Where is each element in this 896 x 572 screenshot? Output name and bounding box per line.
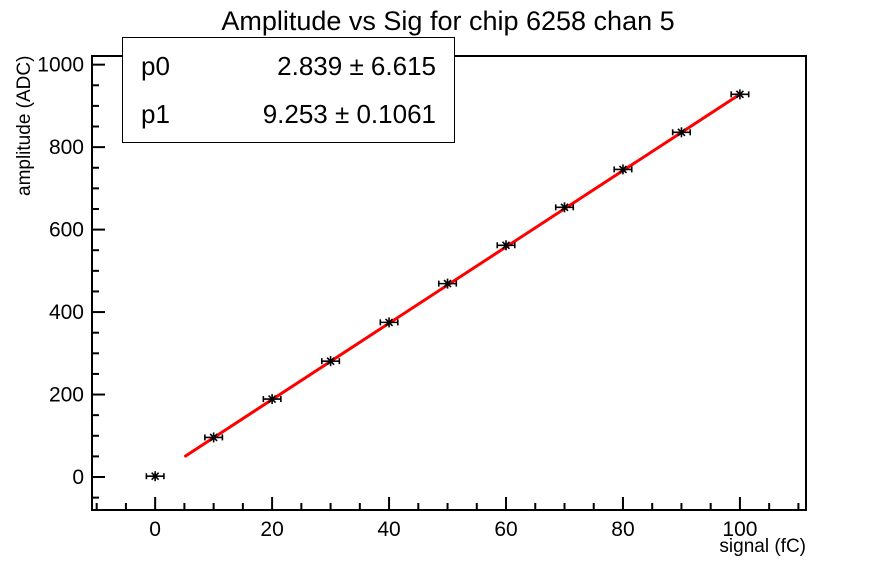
- fit-stats-box: p0 2.839 ± 6.615 p1 9.253 ± 0.1061: [122, 37, 455, 143]
- x-tick-label: 80: [611, 518, 634, 541]
- y-tick-labels: 0 200 400 600 800 1000: [37, 54, 84, 489]
- fit-line: [184, 92, 742, 458]
- data-point-marker: [437, 278, 458, 289]
- data-point-marker: [262, 394, 282, 405]
- data-point-marker: [671, 127, 692, 138]
- x-axis-title: signal (fC): [719, 536, 806, 557]
- data-series: [145, 89, 750, 482]
- data-point-marker: [321, 356, 341, 367]
- y-tick-label: 200: [49, 384, 84, 407]
- data-point-marker: [554, 202, 575, 213]
- x-tick-label: 0: [149, 518, 161, 541]
- stats-row-p0: p0 2.839 ± 6.615: [141, 51, 436, 82]
- y-tick-label: 400: [49, 301, 84, 324]
- y-axis-ticks: [92, 63, 105, 499]
- x-tick-label: 20: [260, 518, 283, 541]
- data-point-marker: [379, 317, 399, 328]
- y-tick-label: 800: [49, 136, 84, 159]
- data-point-marker: [204, 432, 224, 443]
- data-point-marker: [145, 471, 165, 482]
- stats-row-p1: p1 9.253 ± 0.1061: [141, 99, 436, 130]
- x-tick-label: 60: [494, 518, 517, 541]
- x-tick-label: 40: [377, 518, 400, 541]
- data-point-marker: [613, 164, 633, 175]
- chart-title: Amplitude vs Sig for chip 6258 chan 5: [221, 6, 675, 36]
- param-value-p1: 9.253 ± 0.1061: [262, 98, 436, 129]
- x-tick-labels: 0 20 40 60 80 100: [149, 518, 757, 541]
- x-axis-ticks: [95, 497, 800, 510]
- y-tick-label: 1000: [37, 54, 84, 77]
- y-tick-label: 0: [72, 466, 84, 489]
- x-tick-label: 100: [722, 518, 757, 541]
- data-point-marker: [496, 240, 516, 251]
- param-name-p0: p0: [141, 50, 170, 81]
- param-value-p0: 2.839 ± 6.615: [277, 50, 436, 81]
- y-tick-label: 600: [49, 219, 84, 242]
- y-axis-title: amplitude (ADC): [14, 55, 35, 196]
- data-point-marker: [730, 89, 750, 100]
- param-name-p1: p1: [141, 98, 170, 129]
